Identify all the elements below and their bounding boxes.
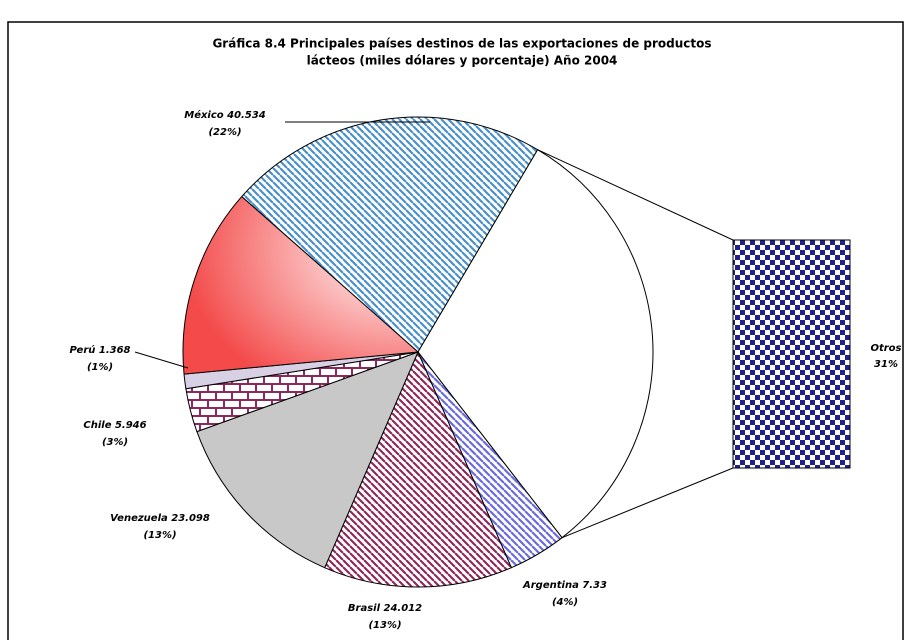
slice-label: Brasil 24.012	[348, 603, 422, 614]
connector-line	[561, 467, 734, 539]
slice-value-label: (22%)	[208, 127, 241, 138]
pie-slice	[241, 116, 539, 353]
slice-label: Venezuela 23.098	[110, 513, 210, 524]
bar	[732, 239, 851, 469]
slice-label: Perú 1.368	[69, 344, 130, 356]
slice-value-label: (4%)	[552, 597, 578, 608]
pie-slice	[324, 350, 512, 588]
slice-value-label: (3%)	[102, 437, 128, 448]
pie-slice	[417, 149, 654, 539]
pie-slice	[182, 195, 420, 375]
slice-label: Argentina 7.33	[522, 580, 607, 591]
slice-value-label: (13%)	[368, 620, 401, 631]
chart-title: lácteos (miles dólares y porcentaje) Año…	[307, 54, 618, 68]
bar-value-label: 31%	[874, 359, 898, 370]
connector-line	[537, 149, 734, 241]
slice-label: Chile 5.946	[83, 420, 146, 431]
bar-label: Otros	[870, 343, 901, 354]
chart-title: Gráfica 8.4 Principales países destinos …	[212, 37, 711, 51]
chart-frame	[7, 21, 904, 640]
slice-value-label: (13%)	[143, 530, 176, 541]
pie-slice	[196, 351, 419, 569]
leader-line	[134, 351, 189, 369]
slice-value-label: (1%)	[87, 362, 113, 373]
slice-label: México 40.534	[184, 109, 266, 121]
